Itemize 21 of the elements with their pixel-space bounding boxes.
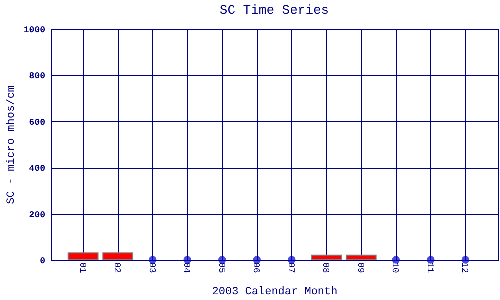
y-tick-label: 1000 bbox=[24, 26, 46, 36]
chart-title: SC Time Series bbox=[220, 3, 330, 18]
x-tick-label: 11 bbox=[424, 262, 435, 274]
x-tick-label: 09 bbox=[355, 262, 366, 274]
y-tick-label: 0 bbox=[40, 256, 46, 266]
x-tick-label: 07 bbox=[286, 262, 296, 274]
x-axis-title: 2003 Calendar Month bbox=[212, 286, 338, 298]
y-tick-label: 800 bbox=[29, 72, 46, 82]
x-tick-label: 10 bbox=[390, 262, 400, 274]
y-axis-title: SC - micro mhos/cm bbox=[6, 85, 18, 204]
x-tick-label: 08 bbox=[320, 262, 331, 274]
x-tick-label: 12 bbox=[460, 262, 470, 274]
x-tick-label: 04 bbox=[182, 262, 192, 274]
y-tick-label: 600 bbox=[29, 118, 46, 128]
x-tick-label: 05 bbox=[216, 262, 226, 274]
x-tick-label: 01 bbox=[77, 262, 88, 274]
y-tick-label: 200 bbox=[29, 210, 46, 220]
y-tick-label: 400 bbox=[29, 164, 46, 174]
x-tick-label: 02 bbox=[112, 262, 122, 274]
x-tick-label: 06 bbox=[251, 262, 262, 274]
x-tick-label: 03 bbox=[146, 262, 157, 274]
